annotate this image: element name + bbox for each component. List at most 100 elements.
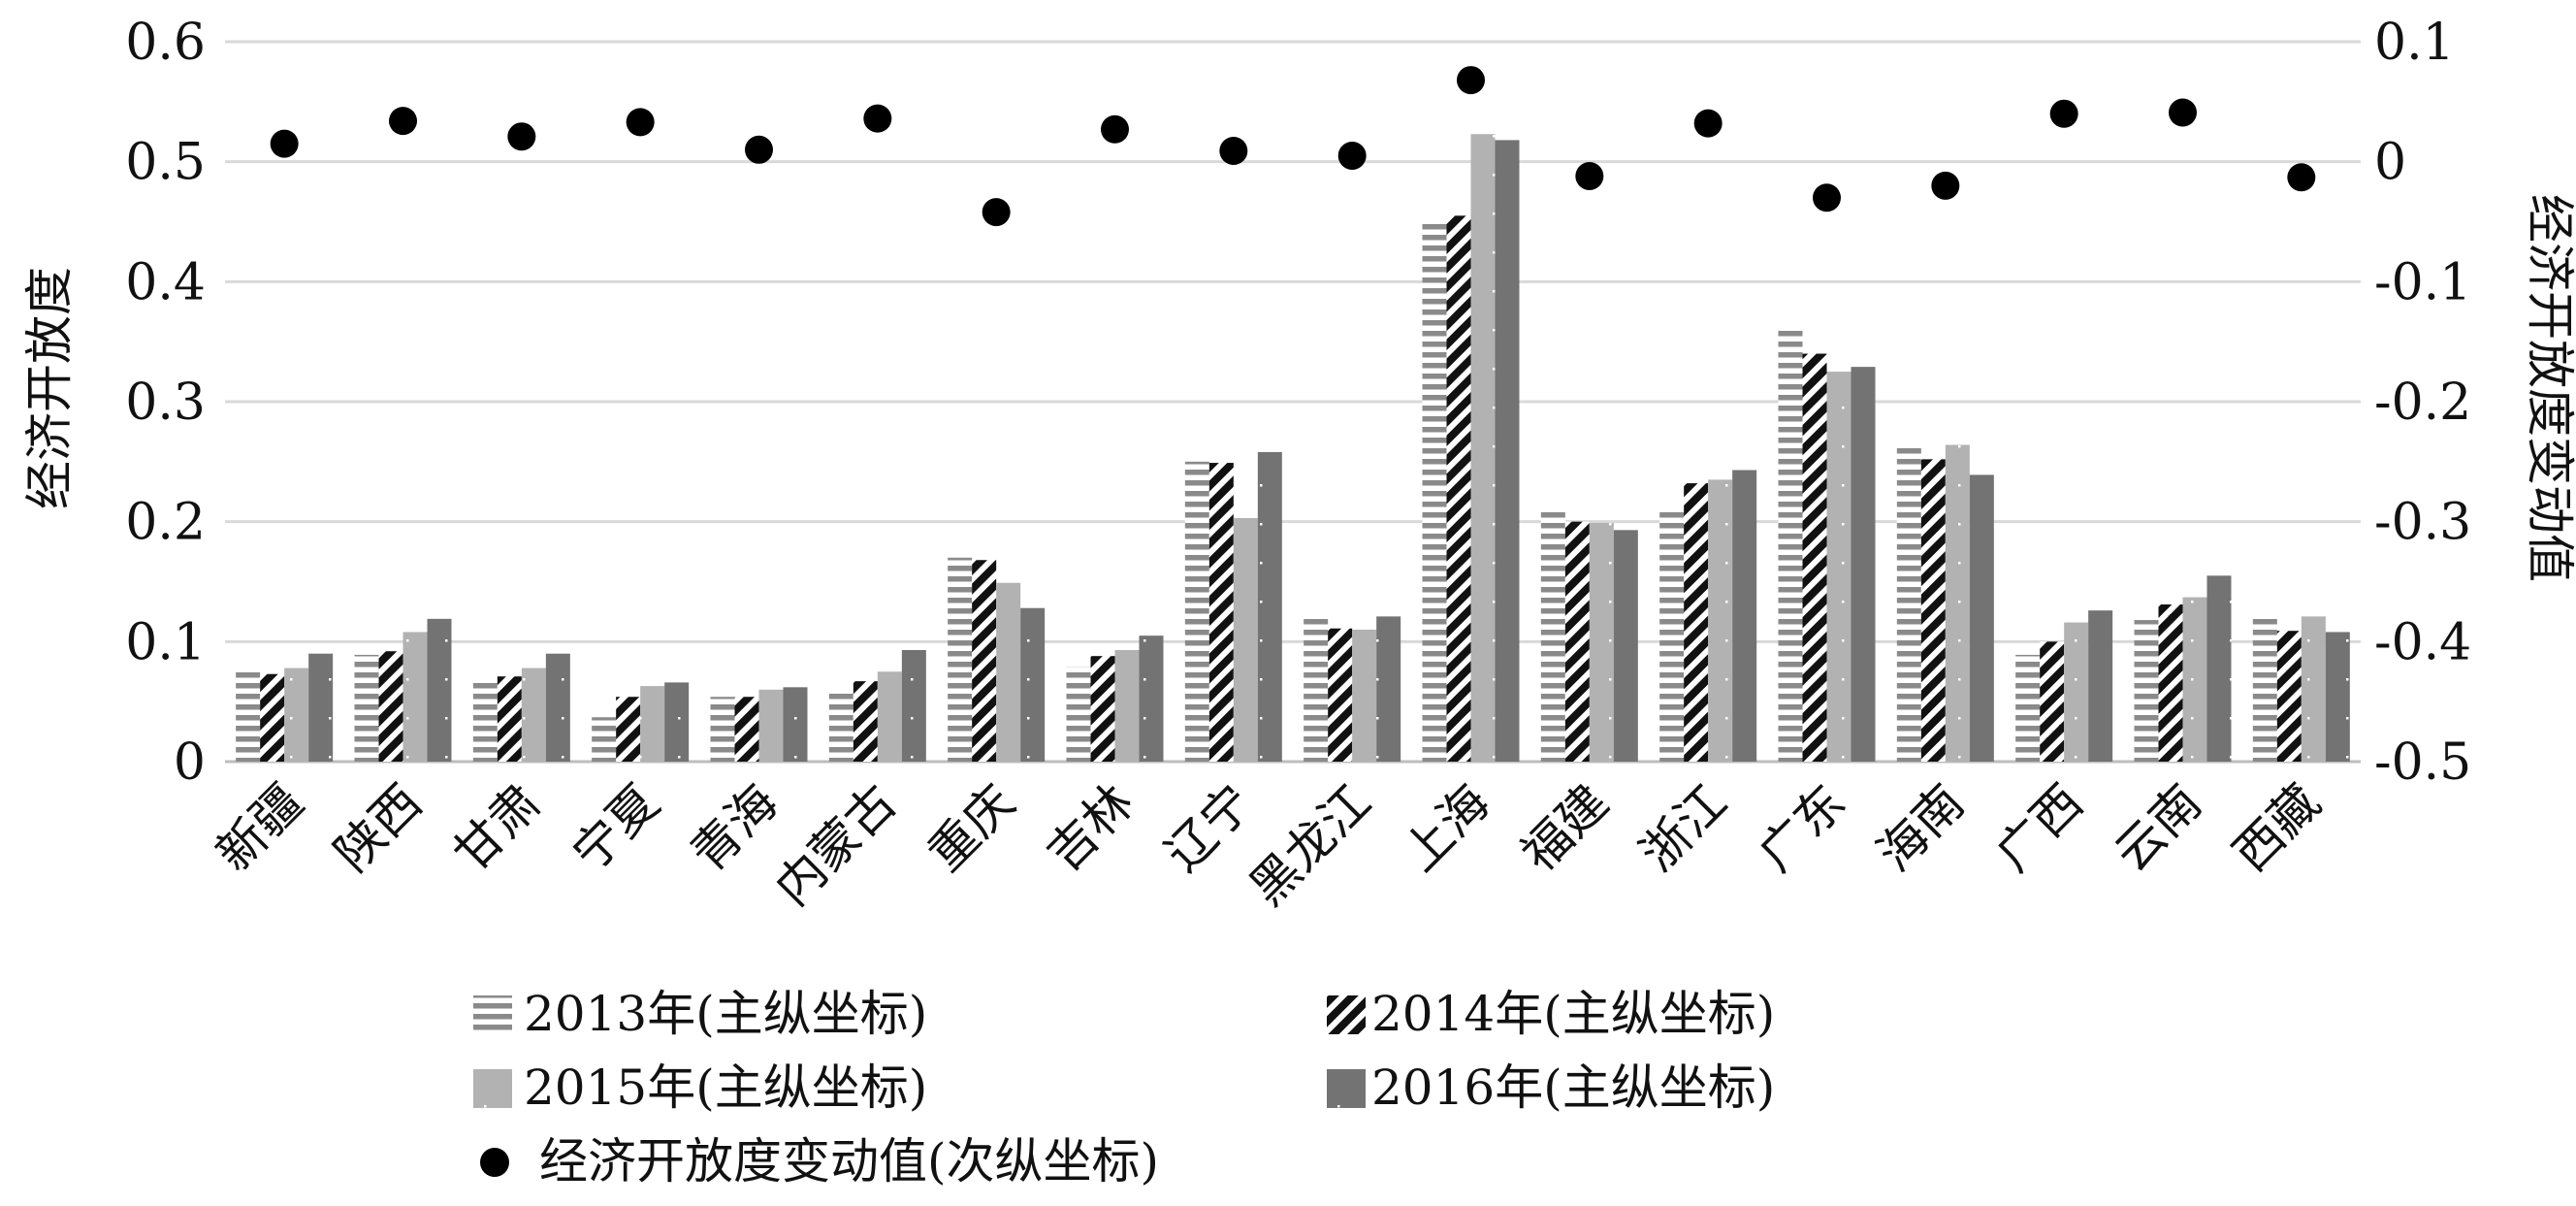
legend-swatch-2013 <box>473 995 512 1034</box>
bar-2014 <box>2040 641 2065 762</box>
change-value-point <box>626 108 655 137</box>
bar-2013 <box>1896 446 1921 762</box>
bar-2013 <box>472 679 498 762</box>
bar-2013 <box>1659 509 1685 762</box>
bar-2015 <box>521 668 546 762</box>
x-tick-label: 云南 <box>2104 773 2212 882</box>
x-tick-label: 海南 <box>1867 773 1976 882</box>
bar-2013 <box>1304 618 1329 762</box>
change-value-point <box>389 107 417 136</box>
legend-item-2014: 2014年(主纵坐标) <box>1327 986 1775 1042</box>
bar-2016 <box>1257 451 1282 762</box>
legend-item-2013: 2013年(主纵坐标) <box>473 986 927 1042</box>
gridlines <box>225 40 2361 764</box>
x-tick-label: 新疆 <box>206 773 314 882</box>
x-tick-label: 辽宁 <box>1155 773 1264 882</box>
y-tick-label: 0.1 <box>125 613 206 671</box>
x-tick-label: 内蒙古 <box>764 773 907 916</box>
legend-label-2015: 2015年(主纵坐标) <box>524 1059 927 1116</box>
change-value-point <box>1457 66 1485 95</box>
change-value-point <box>507 122 536 151</box>
x-tick-label: 广西 <box>1985 773 2094 882</box>
bar-2014 <box>2276 631 2302 762</box>
bar-2016 <box>1376 616 1401 762</box>
bar-2013 <box>710 697 735 762</box>
bar-2015 <box>1708 479 1733 762</box>
change-value-point <box>2049 99 2078 128</box>
bar-2014 <box>1090 656 1115 762</box>
legend: 2013年(主纵坐标) 2014年(主纵坐标) 2015年(主纵坐标) 2016… <box>473 986 1775 1190</box>
change-value-point <box>2169 98 2197 127</box>
y-tick-label: 0.6 <box>125 14 206 72</box>
bar-2014 <box>1208 463 1234 762</box>
bar-2015 <box>284 668 309 762</box>
bar-2015 <box>1945 444 1970 762</box>
bar-2015 <box>1352 629 1377 762</box>
y2-tick-label: 0.1 <box>2374 14 2455 72</box>
bar-2016 <box>427 618 452 762</box>
legend-swatch-2014 <box>1327 995 1366 1034</box>
x-tick-label: 青海 <box>680 773 789 882</box>
x-tick-label: 福建 <box>1511 773 1620 882</box>
y2-tick-label: 0 <box>2374 134 2406 192</box>
x-tick-label: 浙江 <box>1629 773 1738 882</box>
bar-2014 <box>260 673 285 762</box>
legend-swatch-2016 <box>1327 1069 1366 1108</box>
bar-2015 <box>1589 522 1614 762</box>
bar-2014 <box>497 676 522 762</box>
bar-2016 <box>308 653 334 762</box>
bar-2013 <box>1184 461 1209 762</box>
y2-tick-label: -0.3 <box>2374 494 2471 552</box>
bar-2013 <box>2252 618 2277 762</box>
x-tick-label: 陕西 <box>324 773 433 882</box>
change-value-points <box>270 66 2316 227</box>
legend-marker-change-value <box>480 1148 509 1177</box>
bar-2016 <box>901 649 926 762</box>
secondary-y-axis: -0.5 -0.4 -0.3 -0.2 -0.1 0 0.1 <box>2374 14 2471 792</box>
legend-label-2016: 2016年(主纵坐标) <box>1371 1059 1775 1116</box>
y-tick-label: 0.2 <box>125 494 206 552</box>
change-value-point <box>270 129 299 158</box>
bar-2016 <box>1139 636 1164 762</box>
bar-2015 <box>1826 372 1852 762</box>
bar-2013 <box>2015 654 2041 762</box>
bar-2016 <box>2206 575 2232 762</box>
bar-2013 <box>1422 221 1447 762</box>
y-tick-label: 0 <box>174 733 206 792</box>
y2-tick-label: -0.1 <box>2374 253 2471 311</box>
bar-2015 <box>877 671 902 762</box>
bar-2013 <box>2134 620 2159 762</box>
x-tick-label: 上海 <box>1392 773 1500 882</box>
bar-2014 <box>378 651 403 762</box>
legend-label-change-value: 经济开放度变动值(次纵坐标) <box>539 1133 1159 1190</box>
x-tick-label: 西藏 <box>2223 773 2332 882</box>
y2-tick-label: -0.2 <box>2374 374 2471 432</box>
change-value-point <box>1813 183 1841 212</box>
legend-item-2016: 2016年(主纵坐标) <box>1327 1059 1775 1116</box>
bar-2015 <box>1233 517 1258 762</box>
change-value-point <box>745 135 773 164</box>
bar-2013 <box>948 557 973 762</box>
bar-2015 <box>996 582 1021 762</box>
change-value-point <box>1337 141 1367 170</box>
bar-2015 <box>640 686 665 762</box>
bar-2016 <box>1495 140 1520 762</box>
bar-2013 <box>828 692 853 762</box>
bar-2014 <box>616 697 641 762</box>
x-tick-label: 吉林 <box>1036 773 1144 882</box>
x-tick-label: 重庆 <box>918 773 1026 882</box>
change-value-point <box>1575 162 1604 191</box>
bar-2016 <box>1613 530 1638 762</box>
bar-2016 <box>2088 610 2113 762</box>
bar-2013 <box>1066 667 1091 762</box>
legend-swatch-2015 <box>473 1069 512 1108</box>
bar-2014 <box>1328 628 1353 762</box>
y-tick-label: 0.5 <box>125 134 206 192</box>
x-tick-label: 甘肃 <box>443 773 552 882</box>
y-tick-label: 0.4 <box>125 253 206 311</box>
change-value-point <box>1931 171 1960 200</box>
y2-tick-label: -0.4 <box>2374 613 2471 671</box>
bar-2016 <box>783 687 808 762</box>
legend-label-2013: 2013年(主纵坐标) <box>524 986 927 1042</box>
